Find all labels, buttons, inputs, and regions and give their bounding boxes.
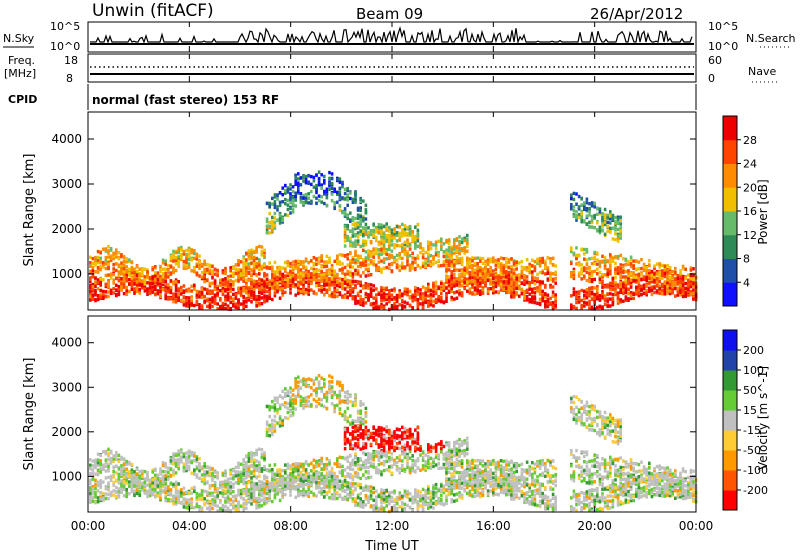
- velocity-colorbar-segment: [723, 470, 737, 491]
- cpid-text: normal (fast stereo) 153 RF: [92, 93, 279, 107]
- freq-traces: [90, 66, 694, 75]
- power-colorbar: 4 8 12 16 20 24 28: [722, 115, 757, 307]
- noise-sky-label: N.Sky: [3, 32, 35, 45]
- velocity-colorbar-tick: -100: [743, 464, 768, 477]
- noise-search-label: N.Search: [746, 32, 796, 45]
- power-colorbar-segment: [723, 258, 737, 283]
- power-y-tick-label: 1000: [51, 267, 82, 281]
- velocity-panel-data: [89, 373, 698, 514]
- velocity-colorbar-label: Velocity [m s^-1]: [756, 366, 770, 470]
- velocity-colorbar-tick: 100: [743, 364, 764, 377]
- velocity-colorbar-segment: [723, 330, 737, 351]
- x-tick-label: 00:00: [679, 519, 714, 533]
- noise-left-tick-bottom: 10^0: [50, 40, 80, 53]
- velocity-colorbar-segment: [723, 450, 737, 471]
- power-colorbar-segment: [723, 163, 737, 188]
- velocity-colorbar-segment: [723, 490, 737, 511]
- velocity-colorbar-tick: 200: [743, 344, 764, 357]
- nave-tick-bottom: 0: [708, 72, 715, 85]
- power-panel-data: [89, 170, 698, 312]
- velocity-y-axis-label: Slant Range [km]: [22, 358, 37, 471]
- velocity-colorbar-segment: [723, 370, 737, 391]
- nave-label: Nave: [748, 65, 776, 78]
- power-colorbar-tick: 12: [743, 229, 757, 242]
- power-y-tick-label: 2000: [51, 222, 82, 236]
- velocity-colorbar-tick: 50: [743, 384, 757, 397]
- freq-tick-bottom: 8: [66, 72, 73, 85]
- noise-right-tick-bottom: 10^0: [708, 40, 738, 53]
- x-axis-label: Time UT: [364, 539, 418, 554]
- velocity-colorbar-tick: -50: [743, 444, 761, 457]
- x-tick-label: 12:00: [375, 519, 410, 533]
- freq-tick-top: 18: [64, 54, 78, 67]
- date-title: 26/Apr/2012: [590, 5, 683, 23]
- power-colorbar-tick: 16: [743, 205, 757, 218]
- velocity-colorbar-segment: [723, 410, 737, 431]
- power-colorbar-tick: 20: [743, 181, 757, 194]
- velocity-colorbar-segment: [723, 350, 737, 371]
- power-y-tick-label: 3000: [51, 177, 82, 191]
- nave-tick-top: 60: [708, 54, 722, 67]
- velocity-colorbar-tick: -200: [743, 484, 768, 497]
- x-tick-label: 20:00: [577, 519, 612, 533]
- station-title: Unwin (fitACF): [92, 1, 214, 21]
- power-colorbar-segment: [723, 282, 737, 307]
- power-colorbar-tick: 28: [743, 134, 757, 147]
- noise-right-tick-top: 10^5: [708, 20, 738, 33]
- power-colorbar-segment: [723, 116, 737, 141]
- power-colorbar-tick: 24: [743, 158, 757, 171]
- velocity-y-tick-label: 4000: [51, 336, 82, 350]
- velocity-y-tick-label: 1000: [51, 469, 82, 483]
- freq-label-2: [MHz]: [4, 67, 36, 80]
- power-colorbar-segment: [723, 139, 737, 164]
- velocity-y-tick-label: 2000: [51, 425, 82, 439]
- power-colorbar-tick: 4: [743, 276, 750, 289]
- beam-title: Beam 09: [356, 5, 423, 23]
- velocity-colorbar: -200 -100 -50 -15 15 50 100 200: [722, 329, 768, 511]
- velocity-colorbar-segment: [723, 390, 737, 411]
- velocity-colorbar-tick: 15: [743, 404, 757, 417]
- noise-left-tick-top: 10^5: [50, 20, 80, 33]
- freq-label-1: Freq.: [8, 54, 35, 67]
- cpid-label: CPID: [8, 93, 37, 106]
- x-tick-label: 16:00: [476, 519, 511, 533]
- power-y-axis-label: Slant Range [km]: [22, 154, 37, 267]
- power-colorbar-segment: [723, 234, 737, 259]
- velocity-y-tick-label: 3000: [51, 380, 82, 394]
- x-tick-label: 00:00: [71, 519, 106, 533]
- velocity-colorbar-tick: -15: [743, 424, 761, 437]
- power-colorbar-label: Power [dB]: [756, 179, 770, 244]
- power-y-tick-label: 4000: [51, 132, 82, 146]
- x-tick-label: 08:00: [273, 519, 308, 533]
- noise-traces: [89, 25, 694, 45]
- power-colorbar-segment: [723, 211, 737, 236]
- x-tick-label: 04:00: [172, 519, 207, 533]
- velocity-colorbar-segment: [723, 430, 737, 451]
- power-colorbar-tick: 8: [743, 253, 750, 266]
- power-colorbar-segment: [723, 187, 737, 212]
